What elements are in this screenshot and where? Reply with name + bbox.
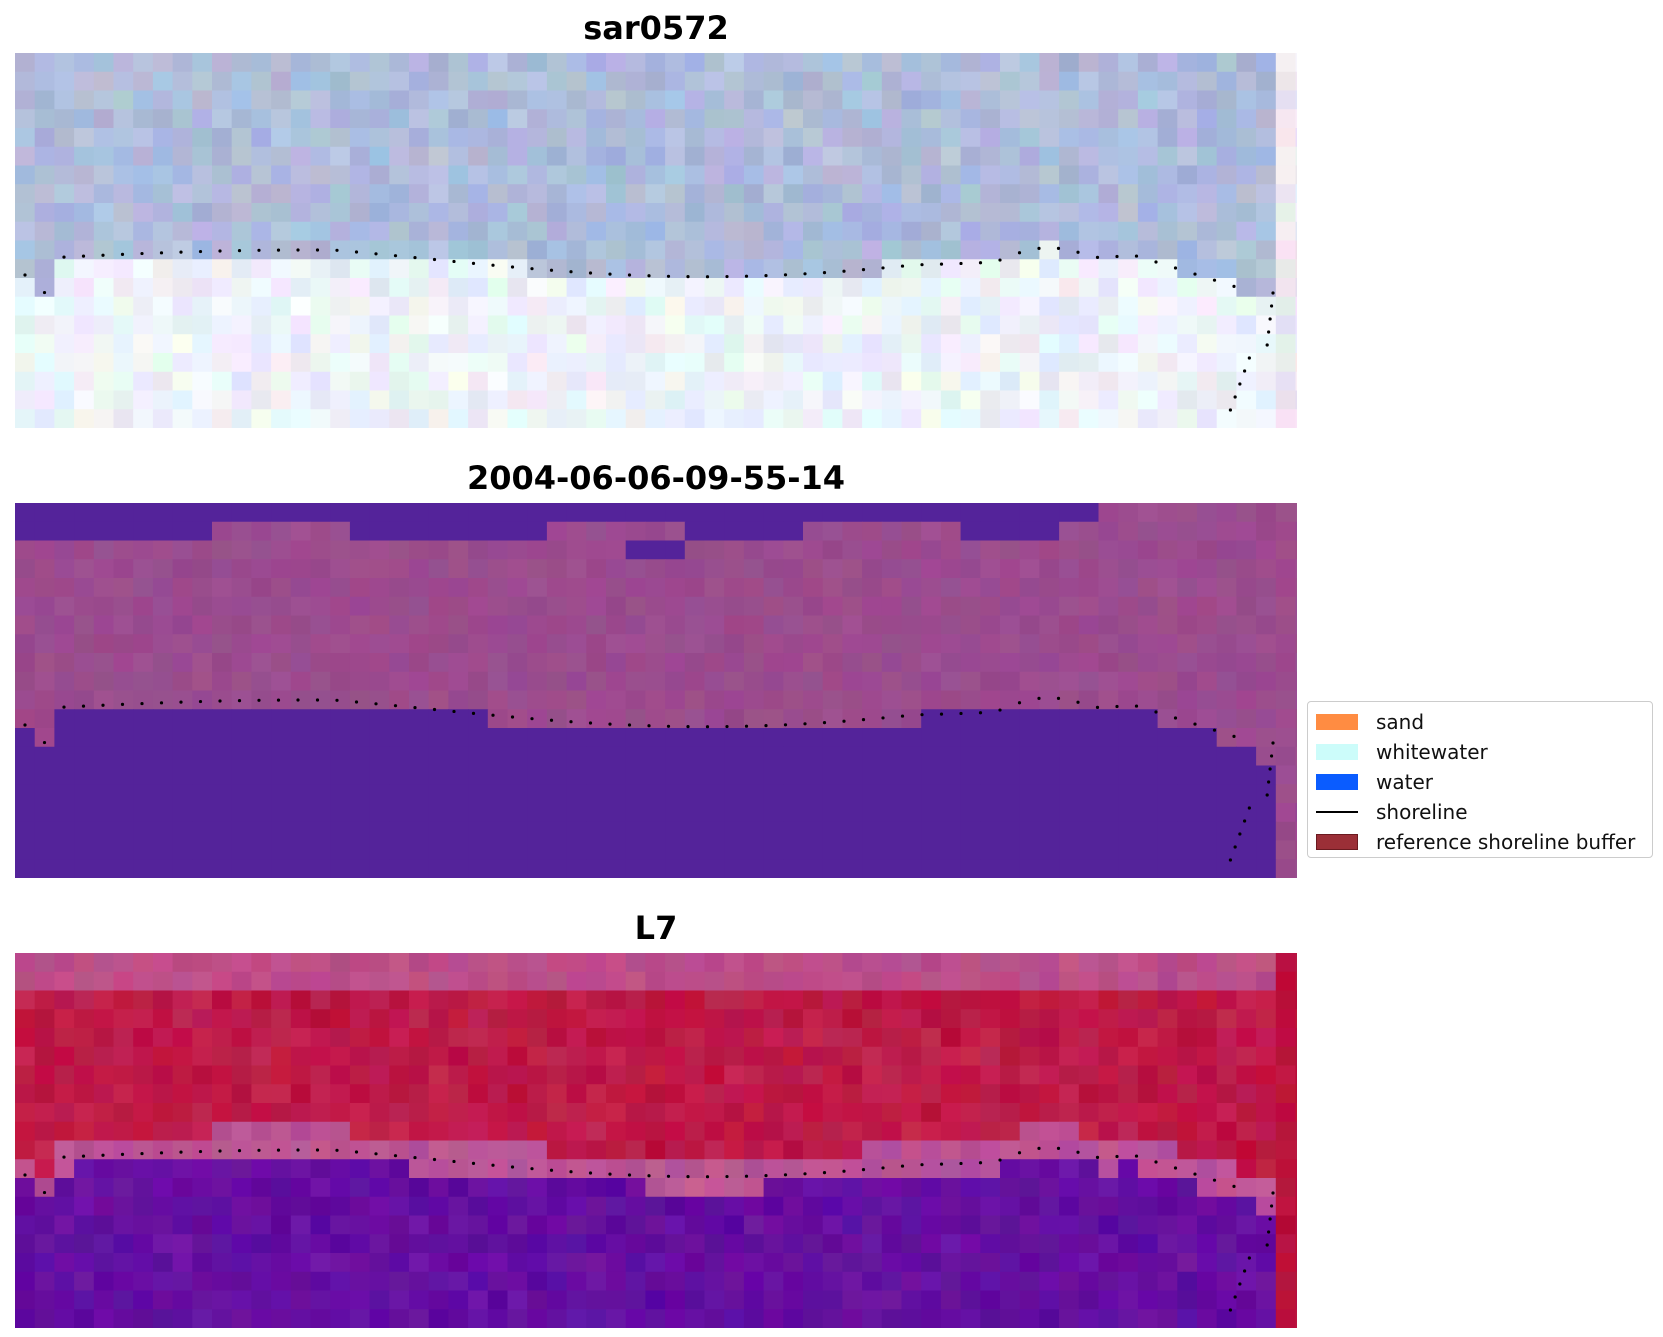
legend: sand whitewater water shoreline referenc… <box>1307 701 1653 858</box>
legend-label: water <box>1376 770 1433 794</box>
shoreline-points <box>23 246 1275 412</box>
shoreline-line-swatch <box>1316 811 1358 813</box>
legend-item-water: water <box>1316 767 1644 797</box>
panel-title-index-image: L7 <box>634 909 678 947</box>
reference-buffer-swatch <box>1316 834 1358 850</box>
legend-item-sand: sand <box>1316 707 1644 737</box>
legend-label: reference shoreline buffer <box>1376 830 1636 854</box>
panel-title-classified-image: 2004-06-06-09-55-14 <box>466 459 846 497</box>
water-swatch <box>1316 774 1358 790</box>
legend-item-shoreline: shoreline <box>1316 797 1644 827</box>
legend-label: whitewater <box>1376 740 1488 764</box>
shoreline-points <box>23 1146 1275 1312</box>
legend-label: shoreline <box>1376 800 1468 824</box>
legend-item-whitewater: whitewater <box>1316 737 1644 767</box>
classified-image <box>15 503 1297 878</box>
panel-title-rgb-image: sar0572 <box>583 9 729 47</box>
sand-swatch <box>1316 714 1358 730</box>
shoreline-points <box>23 696 1275 862</box>
rgb-satellite-image <box>15 53 1297 428</box>
whitewater-swatch <box>1316 744 1358 760</box>
legend-item-reference-buffer: reference shoreline buffer <box>1316 827 1644 857</box>
legend-label: sand <box>1376 710 1425 734</box>
water-index-image <box>15 953 1297 1328</box>
